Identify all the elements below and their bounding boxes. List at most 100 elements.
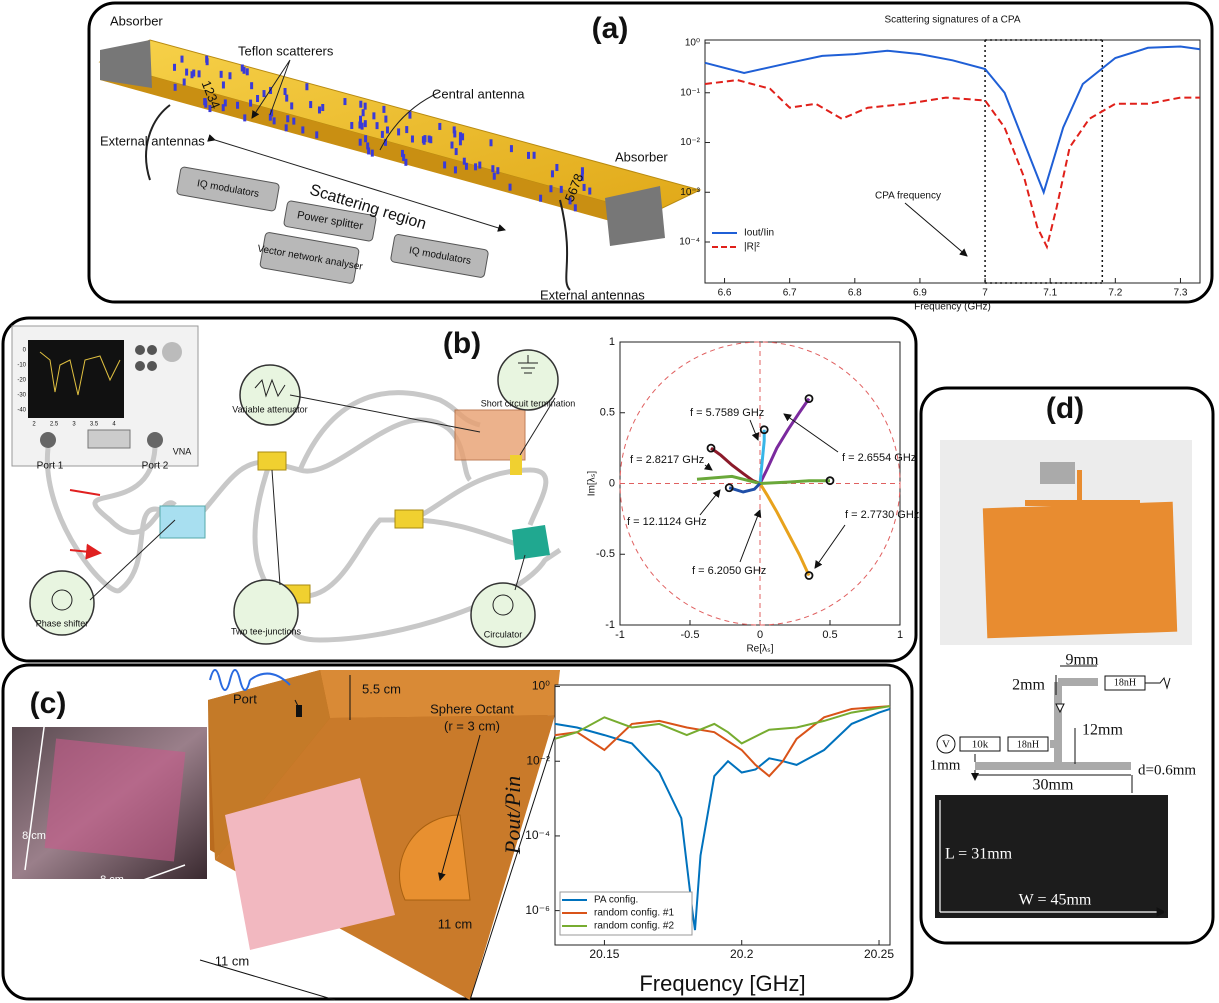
y-tick-label: 10⁻³ (680, 187, 700, 198)
annotation-arrow (814, 524, 846, 569)
scatterer (408, 111, 412, 119)
series-line (554, 705, 891, 778)
scatterer (526, 151, 530, 159)
y-tick-label: 10⁰ (685, 38, 700, 49)
end-marker (825, 476, 835, 486)
scatterer (182, 78, 186, 86)
screen-tick-label: -20 (17, 378, 26, 384)
scatterer (203, 98, 207, 106)
x-tick-label: 6.8 (848, 288, 862, 299)
screen-tick-label: 0 (23, 348, 27, 354)
scatterer (422, 137, 426, 145)
x-tick-label: 0.5 (822, 629, 837, 641)
series-line (758, 429, 766, 484)
scatterer (492, 172, 496, 180)
scatterer (410, 135, 414, 143)
panel-label: (a) (592, 12, 629, 45)
x-tick-label: 1 (897, 629, 903, 641)
scatterer (250, 82, 254, 90)
illustration-label: V (942, 739, 950, 751)
scatterer (405, 126, 409, 134)
scatterer (382, 105, 386, 113)
scatterer (180, 55, 184, 63)
annotation-arrow (783, 413, 839, 453)
scatterer (363, 120, 367, 128)
waveguide-illustration (98, 39, 702, 291)
y-tick-label: 10⁻⁴ (525, 828, 550, 842)
illustration-label: 10k (972, 739, 989, 751)
annotation-arrow (699, 489, 721, 516)
y-tick-label: 10⁻² (680, 137, 700, 148)
scatterer (364, 135, 368, 143)
legend-label: random config. #1 (594, 908, 674, 919)
scatterer (550, 170, 554, 178)
scatterer (509, 145, 513, 153)
illustration-label: (r = 3 cm) (444, 718, 500, 733)
chart-title: Scattering signatures of a CPA (885, 15, 1021, 26)
panel-frame (1, 316, 918, 663)
panel-frame (87, 1, 1214, 304)
panel-label: (b) (443, 327, 481, 360)
scatterer (508, 183, 512, 191)
panel-frame (919, 386, 1215, 945)
scatterer (173, 83, 177, 91)
annotation: f = 2.6554 GHz (842, 452, 916, 464)
x-tick-label: 6.9 (913, 288, 927, 299)
scatterer (305, 83, 309, 91)
scatterer (221, 81, 225, 89)
annotation: f = 5.7589 GHz (690, 407, 764, 419)
scatterer (360, 122, 364, 130)
scatterer (249, 99, 253, 107)
scatterer (321, 104, 325, 112)
x-tick-label: 0 (757, 629, 763, 641)
x-tick-label: 6.7 (783, 288, 797, 299)
annotation-arrow (749, 419, 760, 441)
x-tick-label: -0.5 (681, 629, 700, 641)
scatterer (367, 147, 371, 155)
scatterer (358, 121, 362, 129)
scatterer (539, 194, 543, 202)
scatterer (228, 72, 232, 80)
end-marker (804, 394, 814, 404)
scatterer (573, 204, 577, 212)
scatterer (453, 130, 457, 138)
scatterer (453, 166, 457, 174)
scatterer (474, 163, 478, 171)
illustration-label: 30mm (1033, 777, 1074, 794)
y-tick-label: 10⁰ (532, 679, 550, 693)
panel-label: (d) (1046, 392, 1084, 425)
illustration-label: Circulator (484, 629, 523, 639)
cavity-illustration (12, 669, 561, 1001)
scatterer (272, 117, 276, 125)
scatterer (363, 102, 367, 110)
scatterer (223, 99, 227, 107)
scatterer (478, 161, 482, 169)
end-marker (706, 443, 716, 453)
scatterer (461, 133, 465, 141)
x-axis-label: Re[λₛ] (746, 644, 773, 655)
y-tick-label: 10⁻¹ (680, 87, 700, 98)
scatterer (568, 197, 572, 205)
scatterer (580, 173, 584, 181)
y-tick-label: 10⁻⁴ (679, 237, 700, 248)
annotation-arrow (703, 462, 713, 471)
illustration-label: VNA (173, 446, 192, 456)
x-tick-label: 7 (982, 288, 988, 299)
scatterer (464, 162, 468, 170)
y-tick-label: 10⁻² (526, 753, 550, 767)
illustration-label: L = 31mm (945, 846, 1013, 863)
scatterer (256, 94, 260, 102)
illustration-label: Port (233, 691, 257, 706)
scatterer (317, 106, 321, 114)
end-marker (759, 425, 769, 435)
scatterer (582, 183, 586, 191)
illustration-label: W = 45mm (1019, 892, 1092, 909)
series-line (758, 397, 811, 485)
scatterer (270, 109, 274, 117)
scatterer (427, 135, 431, 143)
illustration-label: Port 2 (142, 461, 169, 472)
screen-tick-label: 3.5 (90, 422, 99, 428)
illustration-label: Short circuit termination (481, 398, 576, 408)
illustration-label: 18nH (1017, 739, 1039, 750)
